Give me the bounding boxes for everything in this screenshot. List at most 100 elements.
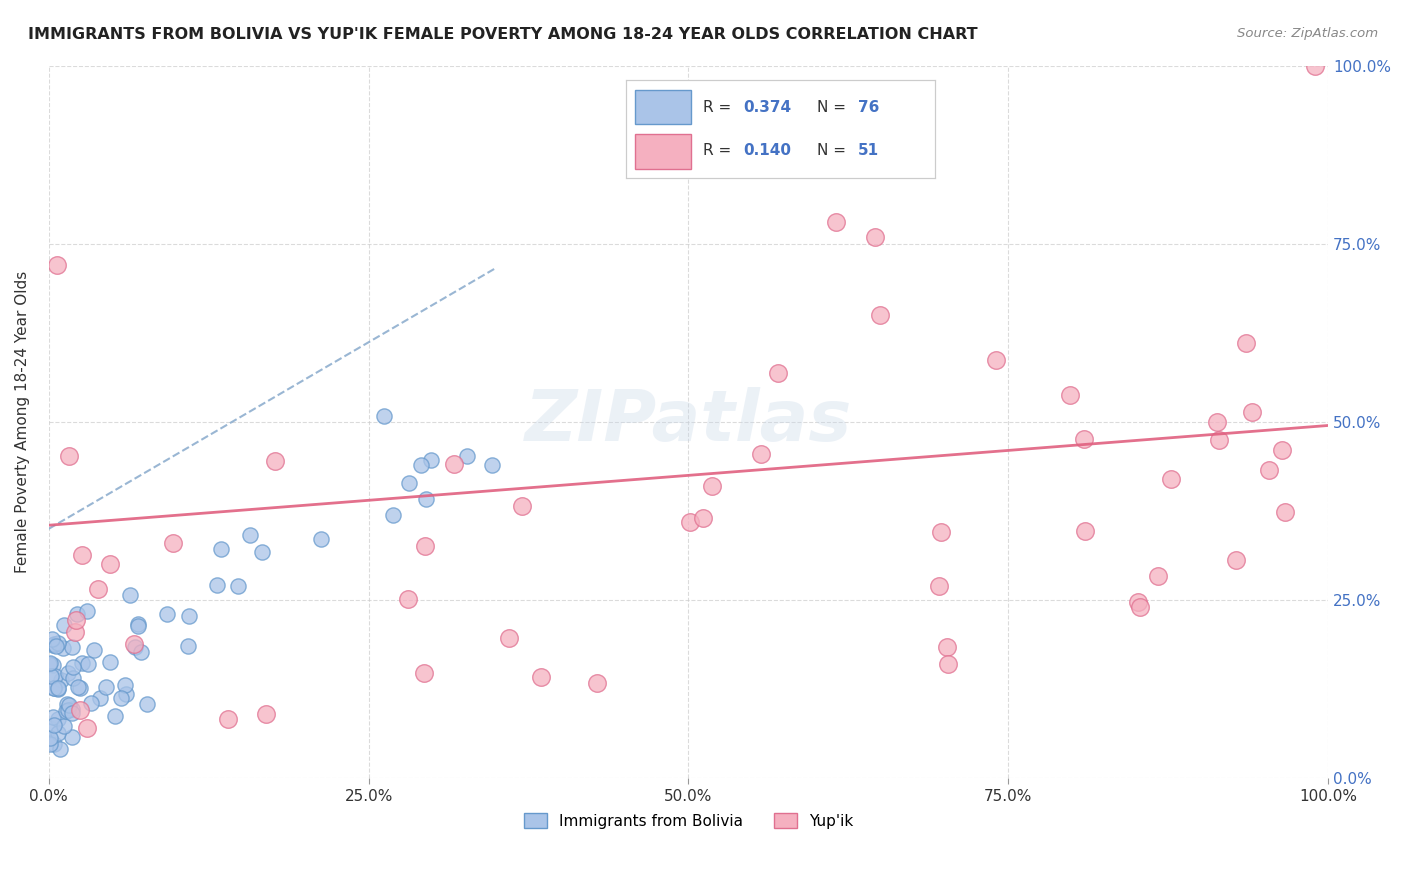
Point bbox=[56, 698, 79, 712]
Point bbox=[409, 458, 432, 473]
Point bbox=[135, 697, 157, 711]
Point bbox=[56, 703, 79, 717]
Point bbox=[1073, 432, 1095, 446]
Point bbox=[510, 499, 533, 513]
Point bbox=[177, 639, 200, 653]
Point bbox=[41, 632, 63, 646]
Point bbox=[679, 515, 702, 529]
Point bbox=[46, 636, 69, 650]
Point bbox=[124, 640, 146, 654]
Point bbox=[443, 457, 465, 471]
Point bbox=[44, 681, 66, 695]
Point bbox=[381, 508, 404, 523]
Point bbox=[205, 578, 228, 592]
Point bbox=[1240, 405, 1263, 419]
Point bbox=[749, 447, 772, 461]
Point bbox=[38, 656, 60, 670]
Point bbox=[250, 545, 273, 559]
Point bbox=[127, 618, 149, 632]
Point bbox=[398, 475, 420, 490]
Point bbox=[42, 681, 65, 695]
Point bbox=[122, 637, 145, 651]
Point bbox=[39, 731, 62, 745]
Point bbox=[177, 608, 200, 623]
Point bbox=[700, 479, 723, 493]
Point bbox=[530, 670, 553, 684]
Point bbox=[498, 631, 520, 645]
Point bbox=[65, 613, 87, 627]
Point bbox=[1126, 595, 1149, 609]
Point bbox=[156, 607, 179, 622]
Text: R =: R = bbox=[703, 144, 737, 159]
Point bbox=[936, 657, 959, 672]
Point bbox=[373, 409, 395, 424]
Legend: Immigrants from Bolivia, Yup'ik: Immigrants from Bolivia, Yup'ik bbox=[517, 806, 859, 835]
Point bbox=[38, 657, 60, 671]
Point bbox=[80, 696, 103, 710]
Point bbox=[309, 532, 332, 546]
Point bbox=[46, 681, 69, 695]
Y-axis label: Female Poverty Among 18-24 Year Olds: Female Poverty Among 18-24 Year Olds bbox=[15, 271, 30, 573]
Point bbox=[69, 681, 91, 695]
Point bbox=[87, 582, 110, 597]
Text: R =: R = bbox=[703, 100, 737, 115]
Point bbox=[41, 669, 63, 683]
Point bbox=[42, 717, 65, 731]
Point bbox=[39, 737, 62, 751]
Point bbox=[63, 625, 86, 640]
Point bbox=[114, 678, 136, 692]
Point bbox=[56, 665, 79, 680]
Point bbox=[45, 639, 67, 653]
Text: 51: 51 bbox=[858, 144, 879, 159]
Point bbox=[415, 491, 437, 506]
Point bbox=[53, 719, 76, 733]
Point bbox=[127, 616, 149, 631]
Point bbox=[60, 731, 83, 745]
Point bbox=[49, 673, 72, 687]
Point bbox=[55, 704, 77, 718]
Point bbox=[42, 737, 65, 751]
Text: IMMIGRANTS FROM BOLIVIA VS YUP'IK FEMALE POVERTY AMONG 18-24 YEAR OLDS CORRELATI: IMMIGRANTS FROM BOLIVIA VS YUP'IK FEMALE… bbox=[28, 27, 977, 42]
Point bbox=[1206, 415, 1229, 429]
Text: Source: ZipAtlas.com: Source: ZipAtlas.com bbox=[1237, 27, 1378, 40]
Point bbox=[49, 742, 72, 756]
Text: ZIPatlas: ZIPatlas bbox=[524, 387, 852, 457]
Point bbox=[396, 592, 419, 607]
Point bbox=[39, 722, 62, 736]
Point bbox=[1271, 443, 1294, 458]
Point bbox=[217, 712, 239, 726]
Point bbox=[1274, 505, 1296, 519]
Point bbox=[89, 690, 111, 705]
Point bbox=[98, 557, 121, 571]
Point bbox=[46, 681, 69, 696]
Point bbox=[209, 542, 232, 557]
Point bbox=[824, 215, 846, 229]
Point bbox=[60, 706, 83, 721]
Point bbox=[415, 539, 437, 553]
Point bbox=[863, 229, 886, 244]
Point bbox=[1059, 388, 1081, 402]
Point bbox=[42, 658, 65, 673]
Bar bbox=[636, 90, 690, 124]
Point bbox=[46, 726, 69, 740]
Point bbox=[419, 453, 441, 467]
Point bbox=[41, 710, 63, 724]
Text: 0.140: 0.140 bbox=[744, 144, 792, 159]
Point bbox=[1236, 336, 1258, 351]
Point bbox=[254, 706, 277, 721]
Point bbox=[77, 657, 100, 671]
Point bbox=[1160, 472, 1182, 486]
Point bbox=[1305, 59, 1327, 73]
Point bbox=[62, 659, 84, 673]
Point bbox=[929, 525, 952, 540]
Point bbox=[76, 604, 98, 618]
Point bbox=[226, 579, 249, 593]
Point bbox=[60, 702, 83, 716]
Point bbox=[96, 680, 118, 694]
Point bbox=[986, 353, 1008, 368]
Bar bbox=[636, 134, 690, 169]
Point bbox=[1074, 524, 1097, 538]
Point bbox=[114, 687, 136, 701]
Point bbox=[131, 645, 153, 659]
Text: N =: N = bbox=[817, 144, 851, 159]
